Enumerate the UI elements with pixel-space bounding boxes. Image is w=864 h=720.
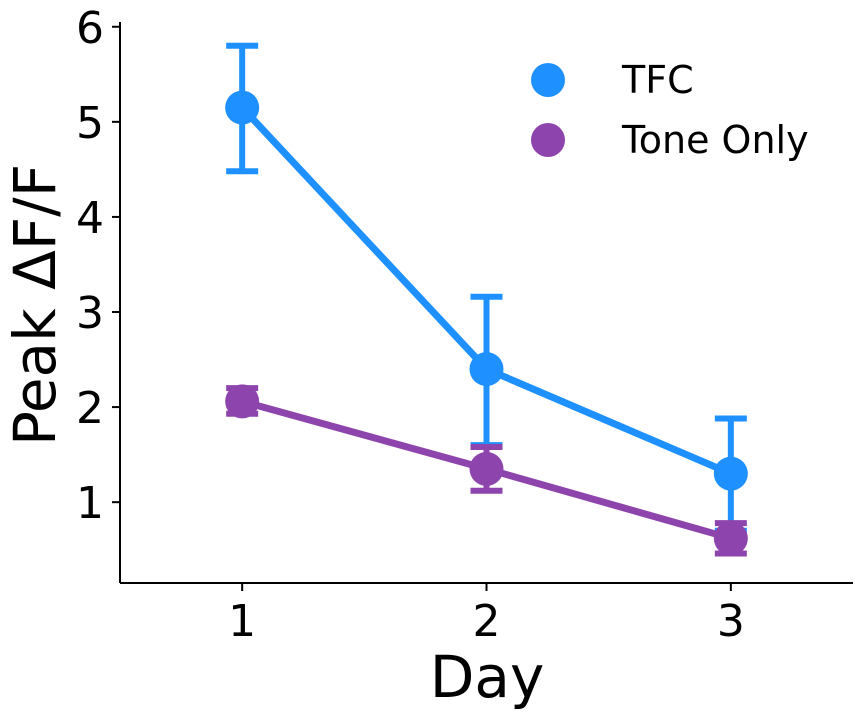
x-tick-label: 1 [228, 596, 256, 647]
y-tick-label: 3 [76, 288, 104, 339]
data-point [469, 451, 504, 486]
data-point [469, 352, 504, 387]
y-tick-label: 4 [76, 193, 104, 244]
data-point [713, 456, 748, 491]
y-tick-label: 6 [76, 3, 104, 54]
y-tick-label: 1 [76, 478, 104, 529]
data-point [713, 521, 748, 556]
y-axis-title: Peak ΔF/F [1, 164, 69, 446]
x-axis-title: Day [430, 643, 545, 711]
plot-area [225, 42, 748, 557]
legend-label: TFC [621, 58, 694, 102]
x-tick-label: 2 [473, 596, 501, 647]
x-tick-label: 3 [717, 596, 745, 647]
legend-label: Tone Only [621, 118, 809, 162]
y-tick-label: 5 [76, 98, 104, 149]
legend-marker [531, 123, 565, 157]
legend-item: TFC [531, 58, 694, 102]
y-tick-label: 2 [76, 383, 104, 434]
data-point [225, 384, 260, 419]
legend-marker [531, 63, 565, 97]
legend-item: Tone Only [531, 118, 809, 162]
series-tone-only [225, 384, 748, 557]
data-point [225, 90, 260, 125]
legend: TFC Tone Only [531, 58, 809, 162]
axes: 1 2 3 1 2 3 4 5 6 [76, 3, 853, 647]
